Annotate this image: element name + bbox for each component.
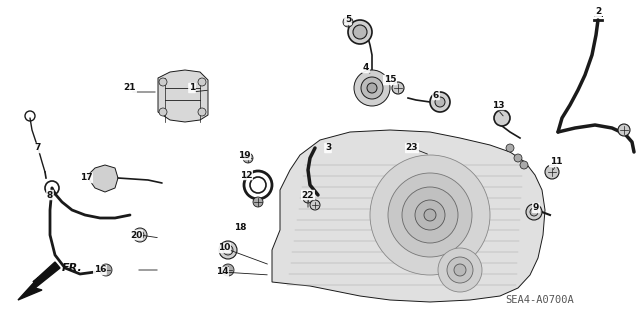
Text: 7: 7	[35, 144, 41, 152]
Circle shape	[438, 248, 482, 292]
Circle shape	[367, 83, 377, 93]
Circle shape	[526, 204, 542, 220]
Text: FR.: FR.	[62, 263, 83, 273]
Circle shape	[520, 161, 528, 169]
Text: 2: 2	[595, 8, 601, 17]
Text: 11: 11	[550, 158, 563, 167]
Circle shape	[415, 200, 445, 230]
Text: 14: 14	[216, 268, 228, 277]
Circle shape	[222, 264, 234, 276]
Circle shape	[447, 257, 473, 283]
Text: 1: 1	[189, 84, 195, 93]
Circle shape	[618, 124, 630, 136]
Text: SEA4-A0700A: SEA4-A0700A	[506, 295, 574, 305]
Circle shape	[494, 110, 510, 126]
Text: 5: 5	[345, 16, 351, 25]
Polygon shape	[18, 262, 60, 300]
Circle shape	[388, 173, 472, 257]
Circle shape	[530, 208, 538, 216]
Circle shape	[136, 231, 144, 239]
Circle shape	[253, 197, 263, 207]
Circle shape	[223, 245, 233, 255]
Text: 22: 22	[301, 190, 314, 199]
Text: 20: 20	[130, 231, 142, 240]
Circle shape	[198, 108, 206, 116]
Text: 18: 18	[234, 224, 246, 233]
Circle shape	[392, 82, 404, 94]
Text: 19: 19	[237, 151, 250, 160]
Text: 16: 16	[93, 265, 106, 275]
Text: 15: 15	[384, 76, 396, 85]
Text: 9: 9	[533, 204, 539, 212]
Circle shape	[348, 20, 372, 44]
Circle shape	[198, 78, 206, 86]
Text: 13: 13	[492, 100, 504, 109]
Circle shape	[243, 153, 253, 163]
Circle shape	[514, 154, 522, 162]
Polygon shape	[272, 130, 545, 302]
Circle shape	[506, 144, 514, 152]
Circle shape	[370, 155, 490, 275]
Text: 8: 8	[47, 190, 53, 199]
Circle shape	[343, 17, 353, 27]
Text: 12: 12	[240, 170, 252, 180]
Text: 4: 4	[363, 63, 369, 72]
Polygon shape	[88, 165, 118, 192]
Circle shape	[303, 193, 313, 203]
Polygon shape	[158, 70, 208, 122]
Text: 21: 21	[124, 84, 136, 93]
Circle shape	[159, 108, 167, 116]
Circle shape	[361, 77, 383, 99]
Circle shape	[454, 264, 466, 276]
Circle shape	[353, 25, 367, 39]
Circle shape	[100, 264, 112, 276]
Circle shape	[545, 165, 559, 179]
Text: 3: 3	[325, 144, 331, 152]
Circle shape	[435, 97, 445, 107]
Circle shape	[219, 241, 237, 259]
Text: 17: 17	[80, 174, 92, 182]
Circle shape	[402, 187, 458, 243]
Circle shape	[430, 92, 450, 112]
Circle shape	[133, 228, 147, 242]
Text: 10: 10	[218, 243, 230, 253]
Text: 6: 6	[433, 91, 439, 100]
Text: 23: 23	[406, 144, 419, 152]
Circle shape	[310, 200, 320, 210]
Circle shape	[159, 78, 167, 86]
Circle shape	[354, 70, 390, 106]
Circle shape	[424, 209, 436, 221]
